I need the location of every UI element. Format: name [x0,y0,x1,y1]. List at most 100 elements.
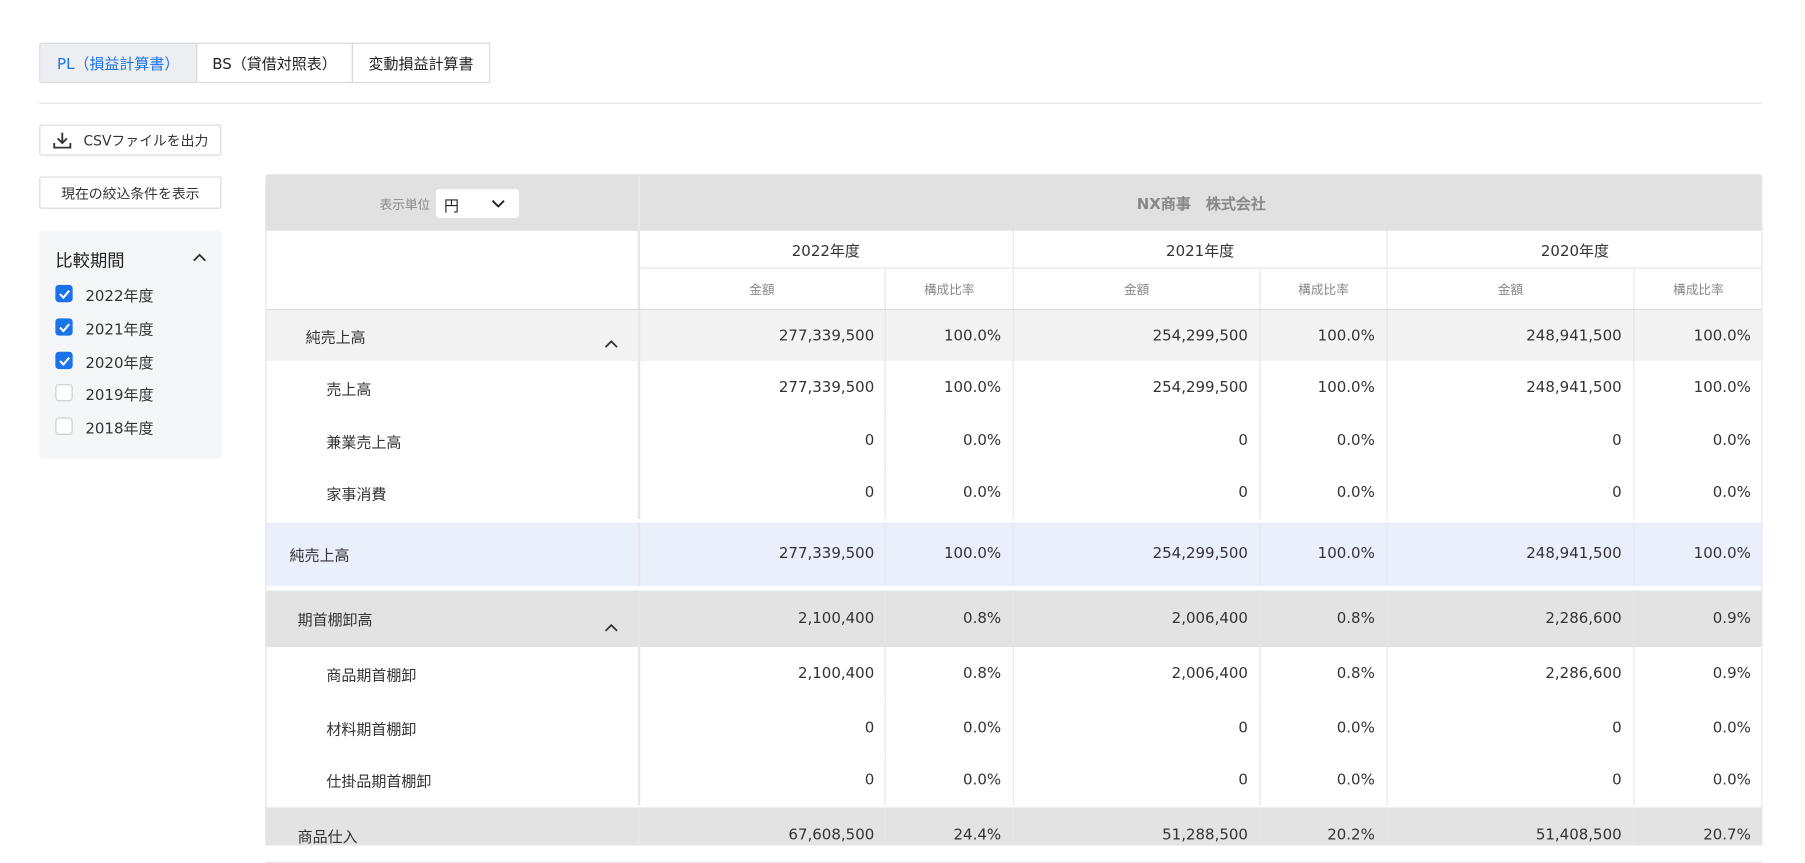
collapse-icon[interactable] [193,253,207,262]
check-mark [59,323,71,333]
ratio-cell: 100.0% [1259,361,1387,415]
amount-cell: 0 [1012,754,1260,806]
checkbox-label: 2021年度 [85,321,154,339]
checkbox[interactable] [55,417,73,436]
tab[interactable]: 変動損益計算書 [351,42,491,84]
label-split [637,590,641,648]
checkbox[interactable] [55,318,73,336]
ratio-cell: 100.0% [1259,310,1387,362]
amount-cell: 254,299,500 [1012,522,1260,586]
amount-cell: 0 [1386,414,1633,468]
ratio-cell: 24.4% [884,807,1013,862]
ratio-cell: 100.0% [884,361,1013,415]
row-label: 純売上高 [289,547,350,566]
checkbox-label: 2022年度 [85,288,154,306]
table-row: 商品期首棚卸 2,100,400 0.8% 2,006,400 0.8% 2,286,60… [266,647,1762,702]
table-row: 純売上高 277,339,500 100.0% 254,299,500 100.0% 24… [266,522,1762,586]
label-split [637,807,641,862]
label-split [637,361,641,415]
row-label: 家事消費 [326,486,387,505]
row-label: 純売上高 [305,329,366,347]
ratio-cell: 0.8% [884,590,1013,648]
amount-cell: 277,339,500 [638,310,886,362]
ratio-cell: 0.0% [1259,467,1387,520]
header-line [266,309,1762,311]
sub-header: 構成比率 [1259,268,1387,311]
tab[interactable]: PL（損益計算書） [39,42,198,84]
pl-table: 表示単位円 NX商事 株式会社 2022年度 金額 構成比率 2021年度 金額 構成比率 20… [265,174,1763,863]
unit-label: 表示単位 [379,197,431,213]
table-row: 兼業売上高 0 0.0% 0 0.0% 0 0.0% [266,414,1762,468]
ratio-cell: 100.0% [1633,522,1761,586]
csv-button[interactable]: CSVファイルを出力 [39,124,222,156]
amount-cell: 51,288,500 [1012,807,1260,862]
sub-header: 構成比率 [884,268,1013,311]
company: NX商事 株式会社 [1136,196,1266,214]
amount-cell: 248,941,500 [1386,361,1633,415]
expand-toggle[interactable] [604,614,618,631]
select-arrow [491,200,505,208]
expand-toggle[interactable] [604,331,618,348]
amount-cell: 0 [1386,754,1633,806]
ratio-cell: 0.9% [1633,647,1761,702]
tab[interactable]: BS（貸借対照表） [196,42,353,84]
amount-cell: 67,608,500 [638,807,886,862]
ratio-cell: 100.0% [1633,310,1761,362]
amount-cell: 0 [1012,414,1260,468]
table-row: 売上高 277,339,500 100.0% 254,299,500 100.0% 248… [266,361,1762,415]
row-label: 商品仕入 [297,828,358,847]
panel-title: 比較期間 [55,250,125,272]
ratio-cell: 0.0% [1633,701,1761,755]
amount-cell: 277,339,500 [638,522,886,586]
amount-cell: 51,408,500 [1386,807,1633,862]
collapse-icon [604,623,618,631]
ratio-cell: 0.8% [884,647,1013,702]
ratio-cell: 20.2% [1259,807,1387,862]
label-split [637,701,641,755]
ratio-cell: 20.7% [1633,807,1761,862]
unit-value: 円 [444,198,460,216]
ratio-cell: 0.0% [1633,467,1761,520]
checkbox[interactable] [55,284,73,303]
checkbox[interactable] [55,351,73,369]
row-label: 兼業売上高 [326,434,402,452]
ratio-cell: 0.8% [1259,647,1387,702]
amount-cell: 2,006,400 [1012,647,1260,702]
row-label: 材料期首棚卸 [326,721,417,739]
amount-cell: 254,299,500 [1012,361,1260,415]
label-split [637,310,641,362]
ratio-cell: 0.0% [1633,754,1761,806]
table-row: 家事消費 0 0.0% 0 0.0% 0 0.0% [266,467,1762,520]
amount-cell: 277,339,500 [638,361,886,415]
ratio-cell: 0.0% [884,754,1013,806]
label-split [637,522,641,586]
check-mark [59,289,71,300]
amount-cell: 0 [638,467,886,520]
table-row: 材料期首棚卸 0 0.0% 0 0.0% 0 0.0% [266,701,1762,755]
check-mark [59,356,71,366]
ratio-cell: 0.0% [884,701,1013,755]
filter-button[interactable]: 現在の絞込条件を表示 [39,176,222,209]
ratio-cell: 100.0% [884,310,1013,362]
header-split [637,175,641,311]
ratio-cell: 0.0% [1259,754,1387,806]
amount-cell: 0 [638,414,886,468]
divider [39,102,1763,104]
amount-cell: 248,941,500 [1386,522,1633,586]
table-row: 純売上高 277,339,500 100.0% 254,299,500 100.0% 24… [266,310,1762,362]
checkbox[interactable] [55,384,73,402]
sub-header: 構成比率 [1633,268,1761,311]
amount-cell: 0 [638,754,886,806]
ratio-cell: 0.0% [1259,701,1387,755]
label-split [637,647,641,702]
ratio-cell: 0.8% [1259,590,1387,648]
unit-select[interactable]: 円 [435,189,520,218]
amount-cell: 2,286,600 [1386,590,1633,648]
sub-header: 金額 [1386,268,1633,311]
year-header: 2021年度 [1012,230,1387,269]
label-split [637,414,641,468]
ratio-cell: 0.0% [1633,414,1761,468]
label-split [637,754,641,806]
